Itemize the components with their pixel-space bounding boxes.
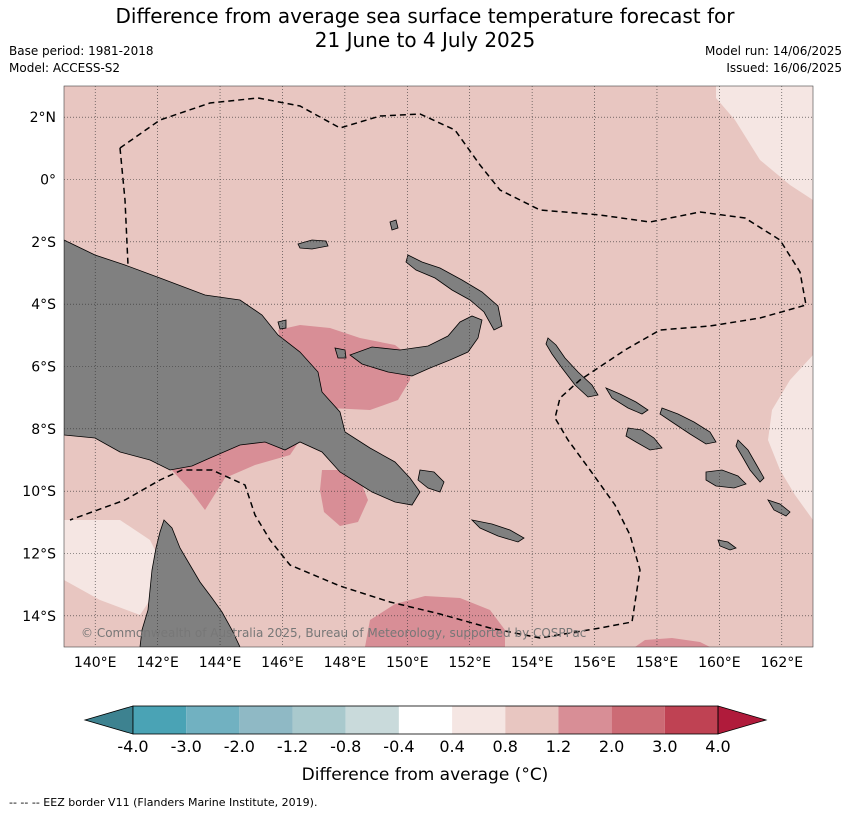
lat-tick-label: 10°S	[22, 484, 56, 500]
lon-tick-label: 158°E	[636, 655, 679, 671]
land-new-britain	[349, 315, 483, 377]
colorbar-extend-high	[717, 705, 768, 735]
map-title: Difference from average sea surface temp…	[0, 4, 850, 52]
lon-tick-label: 146°E	[261, 655, 304, 671]
graticule	[64, 86, 813, 647]
anomaly-warm-se	[635, 638, 710, 647]
eez-border-png	[69, 97, 807, 639]
colorbar-tick-label: 1.2	[546, 737, 571, 756]
lat-tick-label: 4°S	[31, 297, 56, 313]
lon-tick-label: 150°E	[386, 655, 429, 671]
land-santa-isabel	[659, 407, 717, 445]
land-small-island-5	[277, 319, 287, 330]
copyright-text: © Commonwealth of Australia 2025, Bureau…	[81, 626, 586, 640]
base-period: Base period: 1981-2018	[9, 44, 154, 58]
lon-tick-label: 140°E	[74, 655, 117, 671]
colorbar-tick-label: -2.0	[224, 737, 255, 756]
lat-tick-label: 14°S	[22, 609, 56, 625]
colorbar-segment	[664, 706, 718, 734]
anomaly-light-sw	[64, 520, 165, 615]
lon-tick-label: 142°E	[136, 655, 179, 671]
lon-tick-label: 152°E	[448, 655, 491, 671]
colorbar-segment	[558, 706, 612, 734]
colorbar-tick-label: -0.8	[330, 737, 361, 756]
lon-tick-label: 154°E	[511, 655, 554, 671]
land-small-island-4	[334, 347, 347, 359]
land-bougainville	[545, 337, 599, 398]
lon-tick-label: 160°E	[698, 655, 741, 671]
land-dentrecasteaux	[417, 469, 445, 493]
anomaly-warm-coral	[320, 470, 368, 526]
land-manus	[297, 239, 329, 250]
model-run: Model run: 14/06/2025	[704, 44, 842, 58]
lat-tick-label: 2°S	[31, 235, 56, 251]
lat-tick-label: 8°S	[31, 422, 56, 438]
colorbar-tick-label: -3.0	[171, 737, 202, 756]
land-cape-york	[139, 519, 241, 647]
colorbar-tick-label: 4.0	[705, 737, 730, 756]
colorbar-segment	[239, 706, 293, 734]
colorbar-segment	[133, 706, 187, 734]
issued-date: Issued: 16/06/2025	[726, 61, 842, 75]
eez-border-west	[119, 147, 129, 266]
lat-tick-label: 12°S	[22, 547, 56, 563]
colorbar-extend-low	[83, 705, 134, 735]
colorbar-outline	[132, 705, 719, 735]
colorbar-label-text: Difference from average (	[302, 765, 522, 785]
colorbar-label-unit: °C)	[521, 765, 548, 785]
colorbar-segment	[292, 706, 346, 734]
land-small-island-2	[767, 499, 791, 517]
colorbar-tick-label: -4.0	[117, 737, 148, 756]
anomaly-light-e	[768, 355, 813, 520]
colorbar-tick-label: 2.0	[599, 737, 624, 756]
land-louisiade	[470, 519, 525, 543]
meta-right: Model run: 14/06/2025 Issued: 16/06/2025	[705, 43, 842, 77]
land-new-guinea	[64, 239, 421, 506]
land-makira	[705, 469, 747, 489]
title-line-1: Difference from average sea surface temp…	[115, 4, 735, 28]
colorbar: -4.0 -3.0 -2.0 -1.2 -0.8 -0.4 0.4 0.8 1.2 2.0 3.0 4…	[83, 705, 768, 756]
eez-footnote: -- -- -- EEZ border V11 (Flanders Marine…	[9, 796, 318, 809]
latitude-labels: 2°N 0° 2°S 4°S 6°S 8°S 10°S 12°S 14°S	[22, 110, 56, 625]
colorbar-segment	[345, 706, 399, 734]
title-line-2: 21 June to 4 July 2025	[314, 28, 536, 52]
land-new-ireland	[405, 254, 503, 331]
colorbar-label: Difference from average (°C)	[302, 765, 549, 785]
colorbar-segment	[452, 706, 506, 734]
lat-tick-label: 6°S	[31, 360, 56, 376]
lon-tick-label: 148°E	[324, 655, 367, 671]
land-malaita	[735, 439, 765, 483]
colorbar-segment	[505, 706, 559, 734]
lon-tick-label: 144°E	[199, 655, 242, 671]
colorbar-segment	[186, 706, 240, 734]
land-small-island-1	[389, 219, 399, 231]
lat-tick-label: 2°N	[30, 110, 56, 126]
anomaly-light-ne	[716, 86, 813, 200]
meta-left: Base period: 1981-2018 Model: ACCESS-S2	[9, 43, 154, 77]
map-frame	[63, 85, 814, 648]
colorbar-segment	[398, 706, 453, 734]
colorbar-tick-label: -0.4	[383, 737, 414, 756]
lon-tick-label: 156°E	[573, 655, 616, 671]
lat-tick-label: 0°	[40, 173, 56, 189]
colorbar-tick-label: 0.8	[493, 737, 518, 756]
land-choiseul	[605, 387, 649, 415]
colorbar-tick-label: 0.4	[439, 737, 464, 756]
model-name: Model: ACCESS-S2	[9, 61, 121, 75]
colorbar-tick-label: -1.2	[277, 737, 308, 756]
colorbar-tick-label: 3.0	[652, 737, 677, 756]
colorbar-segment	[611, 706, 665, 734]
lon-tick-label: 162°E	[761, 655, 804, 671]
longitude-labels: 140°E 142°E 144°E 146°E 148°E 150°E 152°E 154°E…	[74, 655, 803, 671]
land-guadalcanal	[625, 427, 663, 451]
